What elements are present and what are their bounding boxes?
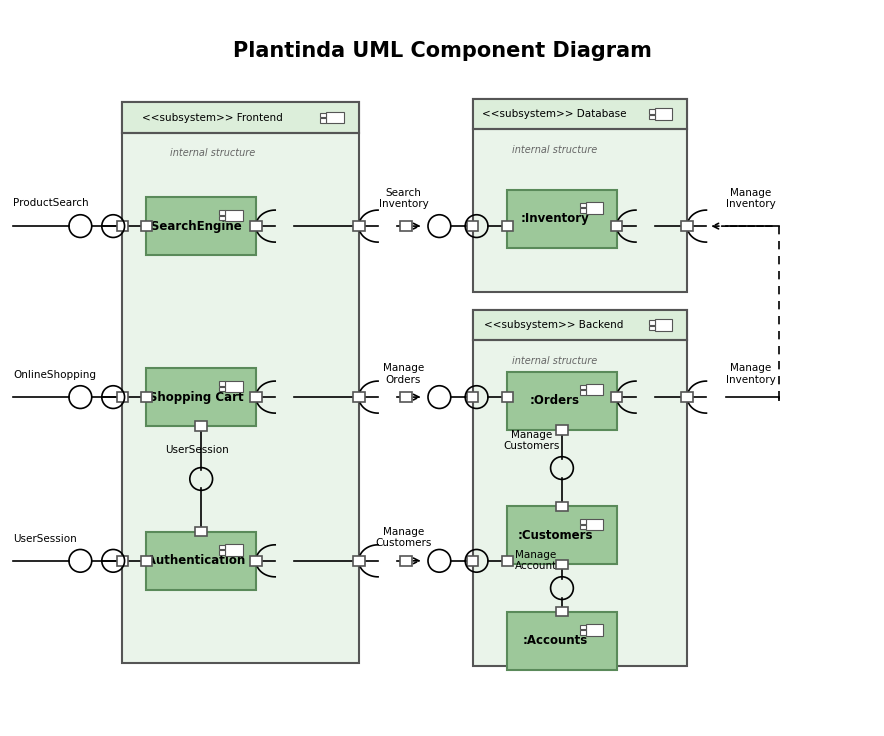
Bar [580, 625, 586, 629]
Bar [501, 556, 513, 565]
Bar [580, 208, 586, 213]
Bar [586, 202, 604, 213]
Bar [649, 115, 655, 119]
Bar [117, 222, 128, 231]
Bar [353, 392, 364, 402]
Text: Search
Inventory: Search Inventory [378, 188, 429, 209]
Bar [117, 392, 128, 402]
Bar [655, 319, 672, 330]
Bar [400, 392, 412, 402]
Text: <<subsystem>> Backend: <<subsystem>> Backend [484, 320, 624, 330]
Bar [682, 392, 693, 402]
Bar [467, 222, 478, 231]
Bar [147, 531, 256, 590]
Text: :SearchEngine: :SearchEngine [147, 219, 242, 233]
Bar [611, 222, 622, 231]
Text: Manage
Customers: Manage Customers [503, 430, 560, 451]
Text: Manage
Account: Manage Account [514, 550, 557, 571]
Text: UserSession: UserSession [165, 445, 229, 455]
Bar [655, 108, 672, 120]
Bar [467, 392, 478, 402]
Bar [473, 310, 687, 340]
Bar [122, 102, 359, 133]
Text: ProductSearch: ProductSearch [13, 198, 88, 208]
Bar [195, 527, 207, 537]
Bar [400, 222, 412, 231]
Text: Manage
Inventory: Manage Inventory [727, 188, 776, 209]
Bar [225, 381, 243, 392]
Bar [473, 310, 687, 666]
Bar [586, 519, 604, 530]
Bar [225, 545, 243, 556]
Text: <<subsystem>> Frontend: <<subsystem>> Frontend [141, 113, 283, 123]
Bar [580, 520, 586, 524]
Bar [580, 525, 586, 529]
Text: internal structure: internal structure [512, 145, 597, 155]
Bar [320, 113, 326, 117]
Bar [507, 372, 617, 430]
Bar [507, 612, 617, 670]
Bar [219, 210, 225, 215]
Bar [580, 390, 586, 394]
Bar [467, 556, 478, 565]
Bar [586, 384, 604, 395]
Bar [250, 222, 262, 231]
Bar [147, 197, 256, 255]
Text: UserSession: UserSession [13, 534, 77, 544]
Bar [400, 556, 412, 565]
Text: :Customers: :Customers [517, 529, 592, 542]
Bar [195, 422, 207, 431]
Bar [580, 631, 586, 635]
Bar [225, 210, 243, 221]
Text: <<subsystem>> Database: <<subsystem>> Database [482, 109, 627, 119]
Bar [682, 222, 693, 231]
Bar [611, 392, 622, 402]
Text: :Accounts: :Accounts [522, 634, 588, 648]
Bar [556, 501, 568, 511]
Text: internal structure: internal structure [512, 355, 597, 366]
Bar [219, 381, 225, 386]
Bar [501, 222, 513, 231]
Bar [556, 560, 568, 569]
Bar [219, 545, 225, 550]
Bar [507, 506, 617, 565]
Bar [117, 556, 128, 565]
Bar [353, 556, 364, 565]
Text: OnlineShopping: OnlineShopping [13, 370, 96, 381]
Bar [580, 203, 586, 208]
Bar [250, 556, 262, 565]
Text: Manage
Orders: Manage Orders [383, 363, 424, 385]
Bar [556, 425, 568, 434]
Bar [353, 222, 364, 231]
Bar [141, 556, 152, 565]
Bar [326, 112, 344, 124]
Bar [556, 607, 568, 617]
Bar [141, 392, 152, 402]
Text: Manage
Customers: Manage Customers [376, 527, 431, 548]
Bar [141, 222, 152, 231]
Bar [649, 325, 655, 330]
Bar [501, 392, 513, 402]
Text: :Shopping Cart: :Shopping Cart [144, 391, 244, 403]
Bar [580, 385, 586, 389]
Text: internal structure: internal structure [170, 149, 255, 158]
Bar [219, 386, 225, 391]
Text: :Inventory: :Inventory [521, 212, 590, 225]
Text: :Authentication: :Authentication [142, 554, 246, 567]
Text: Manage
Inventory: Manage Inventory [727, 363, 776, 385]
Bar [473, 99, 687, 130]
Bar [320, 118, 326, 123]
Bar [507, 190, 617, 248]
Text: :Orders: :Orders [530, 394, 580, 407]
Bar [219, 551, 225, 555]
Bar [122, 102, 359, 662]
Bar [147, 368, 256, 426]
Bar [250, 392, 262, 402]
Bar [649, 320, 655, 325]
Text: Plantinda UML Component Diagram: Plantinda UML Component Diagram [232, 41, 652, 62]
Bar [473, 99, 687, 291]
Bar [219, 216, 225, 220]
Bar [649, 109, 655, 113]
Bar [586, 624, 604, 636]
